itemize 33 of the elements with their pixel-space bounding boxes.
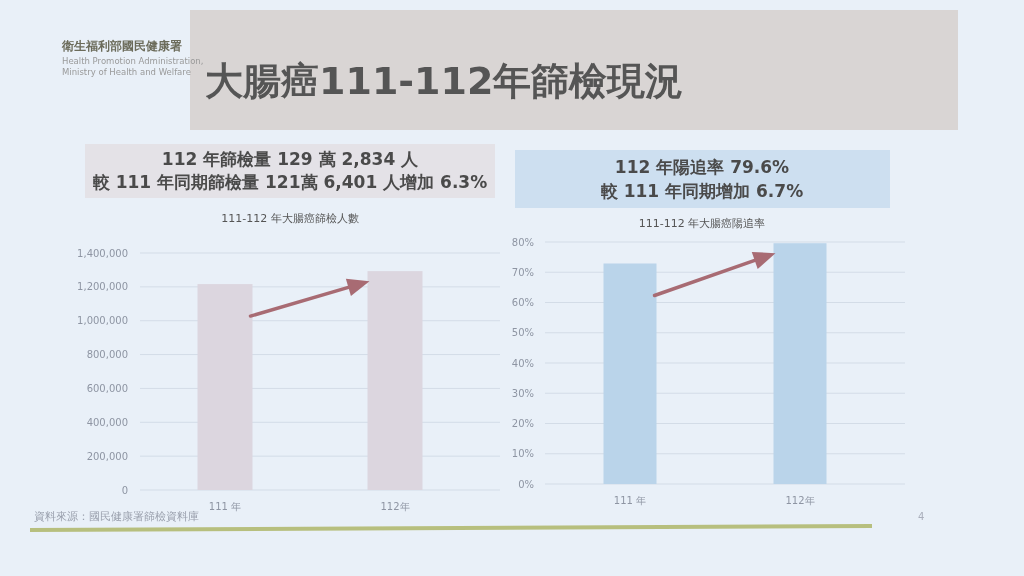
y-tick-label: 50% [511, 327, 534, 339]
x-tick-label: 111 年 [208, 501, 242, 512]
y-tick-label: 1,200,000 [77, 281, 128, 293]
text: 4 [918, 511, 925, 522]
x-tick-label: 111 年 [613, 495, 647, 506]
y-tick-label: 70% [511, 266, 534, 278]
chart-title: 111-112 年大腸癌陽追率 [638, 217, 766, 230]
x-tick-label: 112年 [785, 495, 815, 506]
y-tick-label: 1,400,000 [77, 247, 128, 259]
y-tick-label: 10% [511, 448, 534, 460]
text: 大腸癌111-112年篩檢現況 [205, 59, 684, 103]
y-tick-label: 400,000 [86, 416, 128, 428]
x-tick-label: 112年 [380, 501, 410, 512]
text: 較 111 年同期篩檢量 121萬 6,401 人增加 6.3% [91, 172, 488, 192]
text: Ministry of Health and Welfare [62, 67, 191, 77]
y-tick-label: 20% [511, 418, 534, 429]
chart-title: 111-112 年大腸癌篩檢人數 [221, 212, 359, 225]
text: 衛生福利部國民健康署 [61, 39, 182, 53]
y-tick-label: 800,000 [86, 349, 128, 361]
text: 較 111 年同期增加 6.7% [599, 181, 804, 201]
text: Health Promotion Administration, [62, 56, 204, 66]
y-tick-label: 80% [511, 236, 534, 248]
source-note: 資料來源：國民健康署篩檢資料庫 [34, 510, 199, 523]
y-tick-label: 1,000,000 [77, 315, 128, 327]
y-tick-label: 40% [511, 357, 534, 369]
y-tick-label: 60% [511, 297, 534, 308]
y-tick-label: 30% [511, 387, 534, 399]
y-tick-label: 0 [121, 484, 128, 496]
y-tick-label: 0% [518, 478, 534, 490]
y-tick-label: 600,000 [86, 382, 128, 394]
chart-subtitle: 112 年陽追率 79.6% [614, 157, 790, 177]
y-tick-label: 200,000 [86, 450, 128, 462]
chart-subtitle: 112 年篩檢量 129 萬 2,834 人 [161, 149, 420, 169]
